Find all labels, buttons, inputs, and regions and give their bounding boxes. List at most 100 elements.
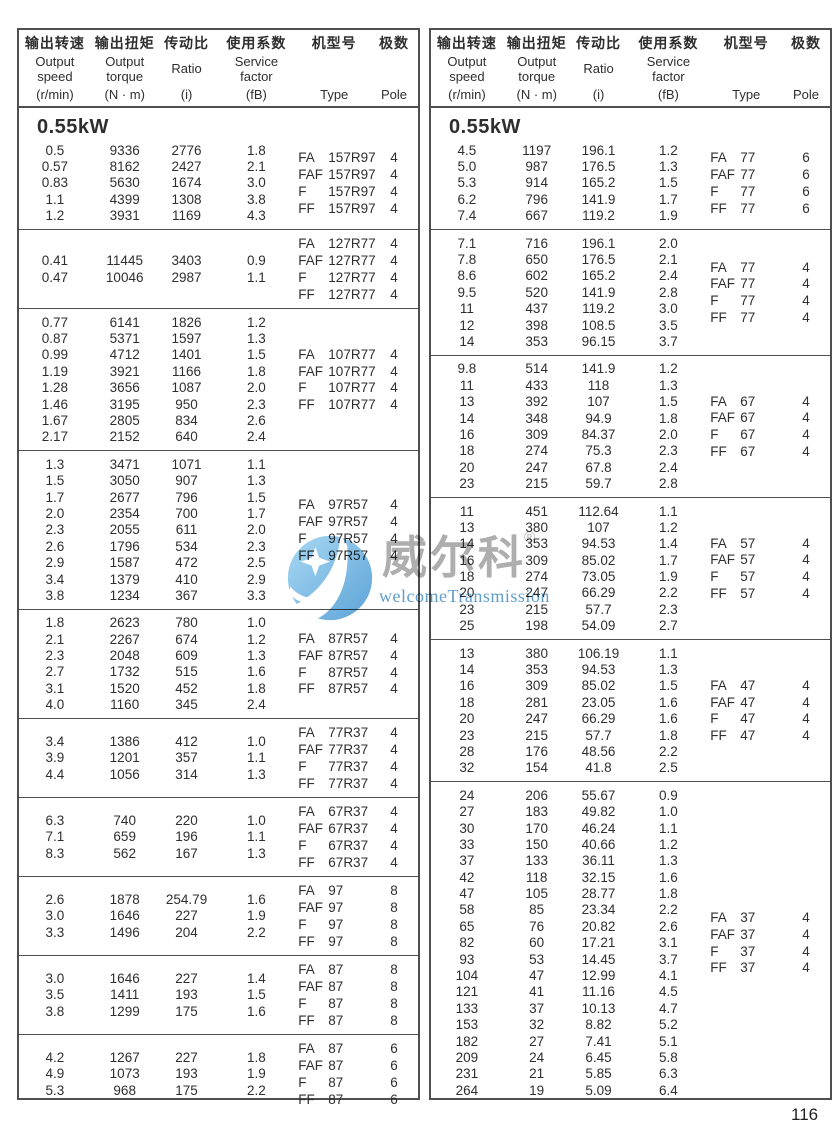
table-cell: 2.8 xyxy=(658,476,678,492)
table-cell: 66.29 xyxy=(581,711,616,727)
type-list: FA 97 8 FAF 97 8 F 97 8 FF 97 8 xyxy=(298,882,418,950)
table-cell: 1.2 xyxy=(246,631,266,647)
table-cell: 3.5 xyxy=(45,987,65,1003)
table-row: 4.0 1160 345 2.4 xyxy=(19,697,298,713)
table-cell: 515 xyxy=(175,664,198,680)
table-cell: 175 xyxy=(175,1082,198,1098)
table-cell: 0.99 xyxy=(41,347,69,363)
header-label-en-line: factor xyxy=(240,68,273,84)
table-cell: 0.83 xyxy=(41,175,69,191)
pole-value: 4 xyxy=(802,259,810,275)
table-cell: 2987 xyxy=(171,269,202,285)
header-label-en-line: Ratio xyxy=(583,61,614,77)
header-label-zh: 输出转速 xyxy=(436,35,497,51)
table-row: 0.77 6141 1826 1.2 xyxy=(19,314,298,330)
type-prefix: F xyxy=(298,837,307,853)
table-cell: 1.6 xyxy=(246,892,266,908)
table-cell: 6.3 xyxy=(658,1066,678,1082)
table-row: 7.8 650 176.5 2.1 xyxy=(431,251,710,267)
table-cell: 28 xyxy=(459,743,475,759)
table-cell: 1.1 xyxy=(246,456,266,472)
type-model: 37 xyxy=(740,960,756,976)
pole-value: 6 xyxy=(802,183,810,199)
type-model: 77 xyxy=(740,200,756,216)
pole-value: 4 xyxy=(390,742,398,758)
table-row: 1.1 4399 1308 3.8 xyxy=(19,191,298,207)
pole-value: 6 xyxy=(390,1074,398,1090)
type-model: 57 xyxy=(740,535,756,551)
table-row: 2.7 1732 515 1.6 xyxy=(19,664,298,680)
table-cell: 167 xyxy=(175,845,198,861)
table-cell: 1796 xyxy=(109,538,140,554)
table-row: 28 176 48.56 2.2 xyxy=(431,743,710,759)
type-list: FA 87 6 FAF 87 6 F 87 6 FF 87 6 xyxy=(298,1040,418,1108)
table-cell: 2776 xyxy=(171,142,202,158)
spec-group-content: 3.4 1386 412 1.0 3.9 1201 357 1.1 4.4 1056 314 1.3 F… xyxy=(19,724,418,792)
header-column: 极数 Pole xyxy=(782,35,830,102)
type-label: F 157R97 xyxy=(298,184,375,199)
type-model: 47 xyxy=(740,711,756,727)
table-cell: 1674 xyxy=(171,175,202,191)
table-cell: 227 xyxy=(175,1050,198,1066)
table-cell: 5630 xyxy=(109,175,140,191)
data-rows: 1.3 3471 1071 1.1 1.5 3050 907 1.3 1.7 2677 796 1.5… xyxy=(19,456,298,604)
table-cell: 47 xyxy=(459,886,475,902)
table-cell: 1.3 xyxy=(658,377,678,393)
type-line: FAF 107R77 4 xyxy=(298,363,418,380)
header-column: 使用系数 Service factor (fB) xyxy=(215,35,299,102)
type-label: FAF 97R57 xyxy=(298,514,370,529)
type-label: F 127R77 xyxy=(298,270,375,285)
table-cell: 1.2 xyxy=(658,836,678,852)
spec-group: 7.1 716 196.1 2.0 7.8 650 176.5 2.1 8.6 602 165.2 2… xyxy=(431,228,830,355)
table-cell: 345 xyxy=(175,697,198,713)
table-cell: 247 xyxy=(525,711,548,727)
table-cell: 55.67 xyxy=(581,787,616,803)
table-cell: 2.7 xyxy=(45,664,65,680)
table-cell: 165.2 xyxy=(581,175,616,191)
type-list: FA 77 4 FAF 77 4 F 77 4 FF 77 4 xyxy=(710,258,830,326)
table-cell: 1.3 xyxy=(658,853,678,869)
table-row: 2.6 1878 254.79 1.6 xyxy=(19,891,298,907)
table-cell: 3.0 xyxy=(246,175,266,191)
type-model: 157R97 xyxy=(328,183,376,199)
type-label: FA 97 xyxy=(298,883,370,898)
header-column: 机型号 Type xyxy=(298,35,370,102)
table-cell: 796 xyxy=(525,191,548,207)
table-row: 8.6 602 165.2 2.4 xyxy=(431,268,710,284)
type-line: FA 67R37 4 xyxy=(298,803,418,820)
table-cell: 2.2 xyxy=(658,585,678,601)
table-cell: 1.8 xyxy=(246,1050,266,1066)
table-row: 20 247 66.29 2.2 xyxy=(431,585,710,601)
table-cell: 3931 xyxy=(109,208,140,224)
type-model: 87R57 xyxy=(328,664,369,680)
table-row: 0.47 10046 2987 1.1 xyxy=(19,269,298,285)
table-cell: 19 xyxy=(529,1082,545,1098)
type-prefix: FA xyxy=(298,497,315,513)
table-row: 23 215 59.7 2.8 xyxy=(431,475,710,491)
type-line: FF 37 4 xyxy=(710,960,830,977)
table-row: 5.3 914 165.2 1.5 xyxy=(431,175,710,191)
table-cell: 1.1 xyxy=(246,269,266,285)
spec-group: 13 380 106.19 1.1 14 353 94.53 1.3 16 309 85.02 1.5… xyxy=(431,638,830,781)
table-row: 7.1 659 196 1.1 xyxy=(19,829,298,845)
table-cell: 1597 xyxy=(171,331,202,347)
table-cell: 196 xyxy=(175,829,198,845)
type-label: FF 107R77 xyxy=(298,397,375,412)
table-cell: 5.3 xyxy=(457,175,477,191)
type-model: 97 xyxy=(328,900,344,916)
type-line: FF 87R57 4 xyxy=(298,681,418,698)
table-cell: 170 xyxy=(525,820,548,836)
table-cell: 8.6 xyxy=(457,268,477,284)
header-label-en: Output torque xyxy=(105,54,144,85)
table-cell: 75.3 xyxy=(585,443,612,459)
type-line: FAF 57 4 xyxy=(710,552,830,569)
type-model: 77 xyxy=(740,259,756,275)
type-prefix: FAF xyxy=(710,552,736,568)
table-cell: 309 xyxy=(525,552,548,568)
pole-value: 4 xyxy=(390,513,398,529)
pole-value: 4 xyxy=(390,497,398,513)
type-model: 77R37 xyxy=(328,758,369,774)
table-row: 0.41 11445 3403 0.9 xyxy=(19,253,298,269)
type-label: F 37 xyxy=(710,944,782,959)
type-prefix: FAF xyxy=(298,821,324,837)
